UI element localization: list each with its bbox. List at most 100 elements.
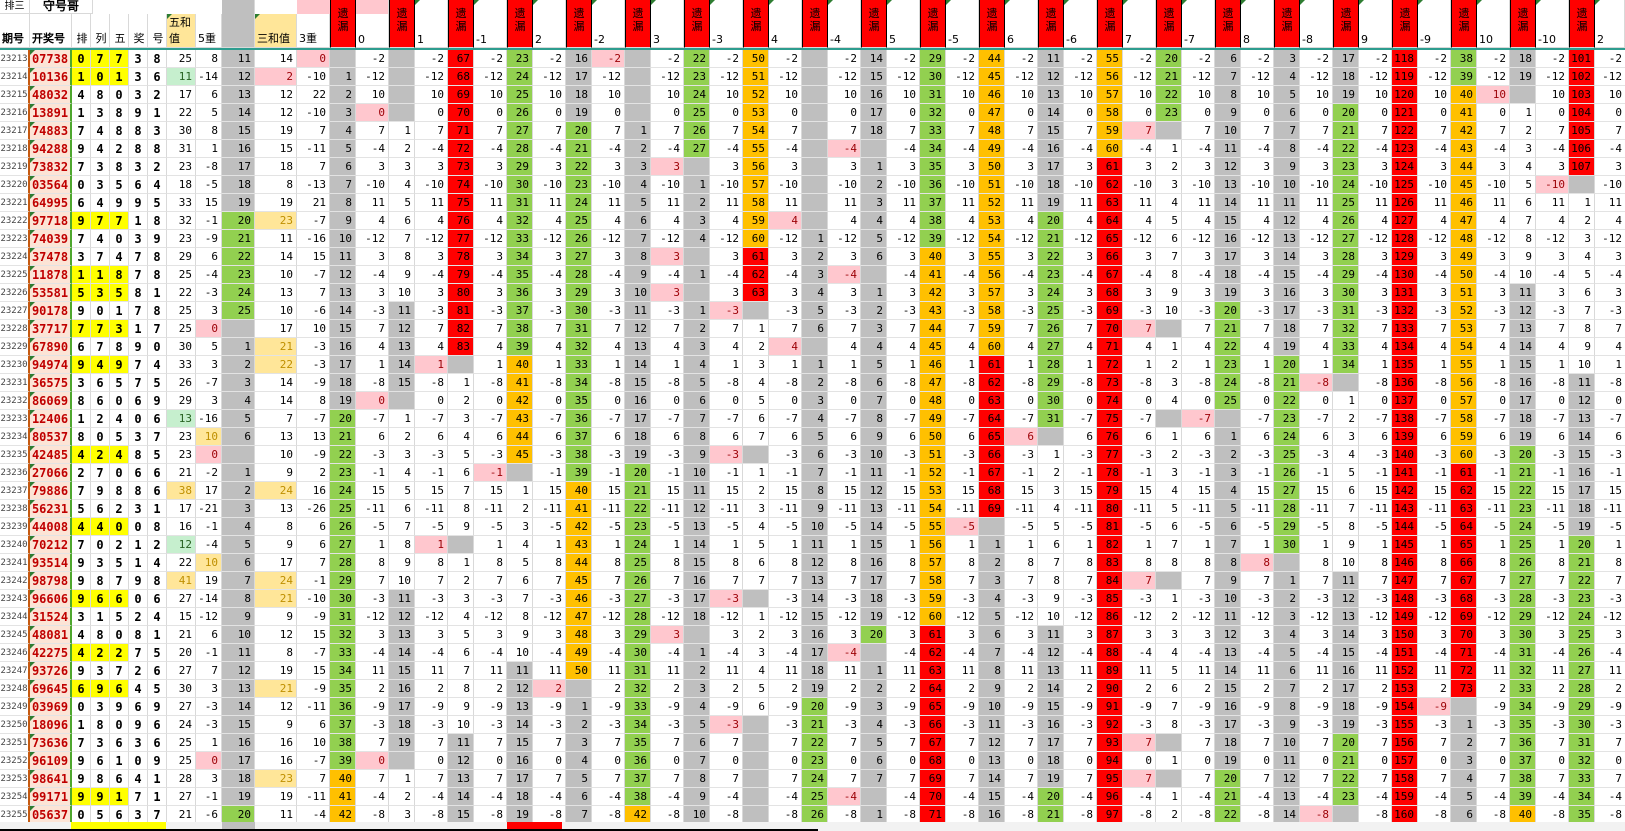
omission-count-cell[interactable]: 70 (1097, 320, 1123, 338)
omission-delta-cell[interactable]: 11 (592, 662, 625, 680)
digit-cell[interactable]: 1 (91, 608, 110, 626)
omission-count-cell[interactable]: 23 (1215, 356, 1241, 374)
omission-count-cell[interactable]: 8 (1215, 554, 1241, 572)
omission-count-cell[interactable]: 8 (625, 248, 651, 266)
omission-count-cell[interactable]: 5 (861, 734, 887, 752)
omission-delta-cell[interactable]: -7 (651, 410, 684, 428)
omission-delta-cell[interactable]: 11 (1182, 662, 1215, 680)
omission-delta-cell[interactable]: -10 (651, 176, 684, 194)
omission-count-cell[interactable]: 14 (1038, 104, 1064, 122)
sum3-delta-cell[interactable]: 15 (297, 248, 330, 266)
digit-cell[interactable]: 9 (129, 104, 148, 122)
sum5-cell[interactable]: 25 (167, 266, 196, 284)
omission-count-cell[interactable]: 66 (1451, 554, 1477, 572)
omission-delta-cell[interactable]: 7 (1418, 770, 1451, 788)
omission-delta-cell[interactable]: -4 (1064, 788, 1097, 806)
omission-count-cell[interactable]: 31 (566, 320, 592, 338)
omission-delta-cell[interactable]: 10 (887, 86, 920, 104)
omission-delta-cell[interactable]: 3 (356, 284, 389, 302)
omission-count-cell[interactable]: 3 (1569, 230, 1595, 248)
omission-count-cell[interactable]: 20 (1333, 734, 1359, 752)
omission-delta-cell[interactable]: -3 (1005, 302, 1038, 320)
omission-delta-cell[interactable]: -4 (710, 644, 743, 662)
omission-count-cell[interactable]: 7 (389, 518, 415, 536)
omission-delta-cell[interactable]: 4 (592, 338, 625, 356)
omission-count-cell[interactable]: 16 (1038, 716, 1064, 734)
omission-count-cell[interactable]: 8 (389, 248, 415, 266)
omission-delta-cell[interactable]: 2 (1300, 680, 1333, 698)
omission-delta-cell[interactable]: -2 (1123, 50, 1156, 68)
omission-count-cell[interactable]: 1 (1156, 428, 1182, 446)
omission-delta-cell[interactable]: 8 (1064, 554, 1097, 572)
omission-header-icon[interactable]: 遗漏 (1038, 0, 1064, 48)
omission-count-cell[interactable]: 23 (330, 464, 356, 482)
omission-count-cell[interactable]: 6 (802, 446, 828, 464)
omission-count-cell[interactable]: 3 (1156, 374, 1182, 392)
omission-count-cell[interactable]: 45 (920, 338, 946, 356)
omission-delta-cell[interactable]: -7 (769, 410, 802, 428)
omission-count-cell[interactable] (684, 158, 710, 176)
omission-delta-cell[interactable]: -4 (1300, 788, 1333, 806)
omission-delta-cell[interactable]: 7 (1300, 572, 1333, 590)
omission-count-cell[interactable]: 21 (1038, 806, 1064, 824)
omission-delta-cell[interactable]: 7 (1595, 770, 1625, 788)
omission-delta-cell[interactable]: -3 (356, 446, 389, 464)
omission-count-cell[interactable]: 27 (1333, 230, 1359, 248)
sum5-cell[interactable]: 25 (167, 320, 196, 338)
omission-delta-cell[interactable]: -9 (1182, 698, 1215, 716)
omission-delta-cell[interactable]: 6 (651, 428, 684, 446)
omission-count-cell[interactable]: 46 (920, 356, 946, 374)
omission-count-cell[interactable]: 26 (1510, 554, 1536, 572)
omission-count-cell[interactable]: 20 (625, 464, 651, 482)
omission-delta-cell[interactable]: 2 (1418, 680, 1451, 698)
omission-count-cell[interactable]: 36 (330, 698, 356, 716)
omission-count-cell[interactable]: 2 (1274, 590, 1300, 608)
period-cell[interactable]: 23253 (0, 770, 30, 788)
omission-delta-cell[interactable]: -3 (1595, 302, 1625, 320)
sequence-cell[interactable]: 10 (222, 626, 255, 644)
omission-delta-cell[interactable]: -12 (592, 608, 625, 626)
omission-header-icon[interactable]: 遗漏 (1451, 0, 1477, 48)
omission-count-cell[interactable]: 74 (1097, 392, 1123, 410)
omission-delta-cell[interactable]: 3 (415, 158, 448, 176)
omission-delta-cell[interactable]: 4 (1359, 338, 1392, 356)
winning-number-cell[interactable]: 93514 (30, 554, 72, 572)
omission-delta-cell[interactable]: -12 (1418, 608, 1451, 626)
digit-cell[interactable]: 7 (72, 122, 91, 140)
omission-delta-cell[interactable]: -12 (1536, 230, 1569, 248)
omission-delta-cell[interactable]: 7 (651, 770, 684, 788)
omission-delta-cell[interactable]: 4 (1064, 212, 1097, 230)
omission-delta-cell[interactable]: 0 (769, 392, 802, 410)
omission-count-cell[interactable]: 19 (1569, 518, 1595, 536)
omission-count-cell[interactable]: 152 (1392, 662, 1418, 680)
omission-count-cell[interactable]: 18 (802, 662, 828, 680)
digit-cell[interactable]: 5 (148, 644, 167, 662)
omission-count-cell[interactable]: 2 (389, 428, 415, 446)
digit-cell[interactable]: 8 (148, 266, 167, 284)
omission-count-cell[interactable]: 24 (330, 482, 356, 500)
omission-delta-cell[interactable]: 8 (1182, 554, 1215, 572)
omission-count-cell[interactable]: 17 (1215, 248, 1241, 266)
omission-count-cell[interactable]: 6 (1510, 194, 1536, 212)
omission-count-cell[interactable]: 154 (1392, 698, 1418, 716)
omission-delta-cell[interactable]: 0 (1418, 392, 1451, 410)
omission-count-cell[interactable]: 3 (802, 392, 828, 410)
omission-count-cell[interactable]: 1 (1333, 392, 1359, 410)
omission-count-cell[interactable]: 21 (802, 716, 828, 734)
omission-count-cell[interactable]: 19 (1333, 86, 1359, 104)
omission-count-cell[interactable]: 16 (389, 680, 415, 698)
omission-count-cell[interactable]: 67 (448, 50, 474, 68)
digit-cell[interactable]: 8 (110, 266, 129, 284)
omission-count-cell[interactable]: 6 (743, 554, 769, 572)
digit-cell[interactable]: 6 (129, 392, 148, 410)
sum5-delta-cell[interactable]: 3 (196, 356, 222, 374)
omission-delta-cell[interactable]: 3 (474, 284, 507, 302)
omission-count-cell[interactable]: 2 (861, 302, 887, 320)
digit-cell[interactable]: 5 (110, 554, 129, 572)
omission-delta-cell[interactable]: 11 (415, 194, 448, 212)
digit-cell[interactable]: 3 (129, 500, 148, 518)
omission-count-cell[interactable] (1156, 572, 1182, 590)
omission-delta-cell[interactable]: 0 (946, 104, 979, 122)
omission-count-cell[interactable]: 36 (1510, 734, 1536, 752)
omission-count-cell[interactable] (625, 86, 651, 104)
